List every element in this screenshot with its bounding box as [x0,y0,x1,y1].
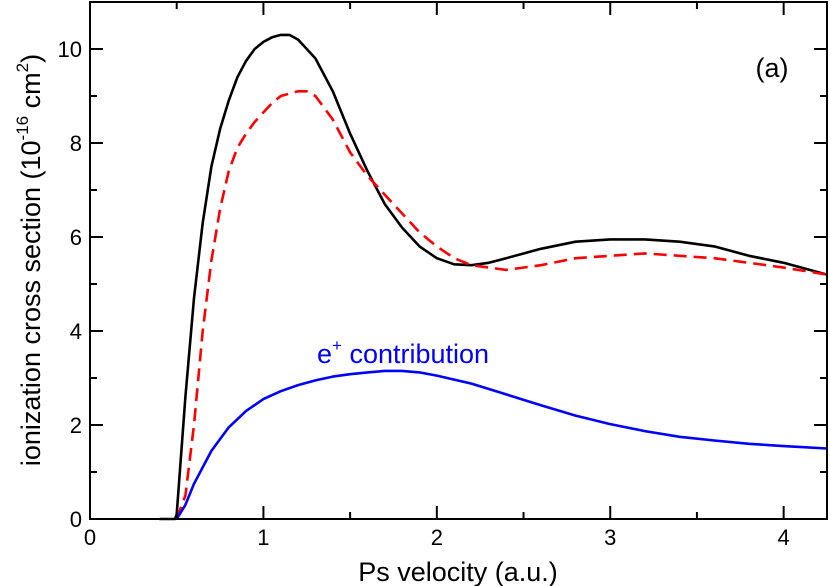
y-tick-label: 4 [70,319,82,344]
x-tick-label: 4 [778,525,790,550]
y-axis-title: ionization cross section (10-16 cm2) [13,54,46,466]
x-axis-title: Ps velocity (a.u.) [358,557,558,586]
panel-label: (a) [756,53,789,83]
annotation-base: e [317,339,332,369]
y-tick-label: 0 [70,507,82,532]
x-tick-label: 2 [431,525,443,550]
annotation-rest: contribution [342,339,489,369]
y-tick-label: 10 [58,37,82,62]
series-line-total [159,35,827,519]
y-title-close: ) [16,54,46,63]
annotation-sup: + [332,336,342,355]
y-tick-label: 2 [70,413,82,438]
chart: 0 1 2 3 4 0 2 4 6 8 10 (a) e+ contribution Ps velo… [0,0,830,586]
y-tick-label: 8 [70,131,82,156]
x-tick-label: 1 [257,525,269,550]
y-title-main: ionization cross section (10 [16,140,46,466]
y-title-exp2: 2 [13,63,32,72]
y-title-unit: cm [16,72,46,116]
y-tick-label: 6 [70,225,82,250]
series-line-e-contribution [177,371,827,519]
x-tick-label: 3 [604,525,616,550]
x-tick-label: 0 [84,525,96,550]
e-plus-annotation: e+ contribution [317,336,489,369]
series-line-dashed [177,91,827,519]
tick-labels: 0 1 2 3 4 0 2 4 6 8 10 [58,37,790,550]
y-title-exp1: -16 [13,116,32,141]
series-layer [159,35,827,519]
